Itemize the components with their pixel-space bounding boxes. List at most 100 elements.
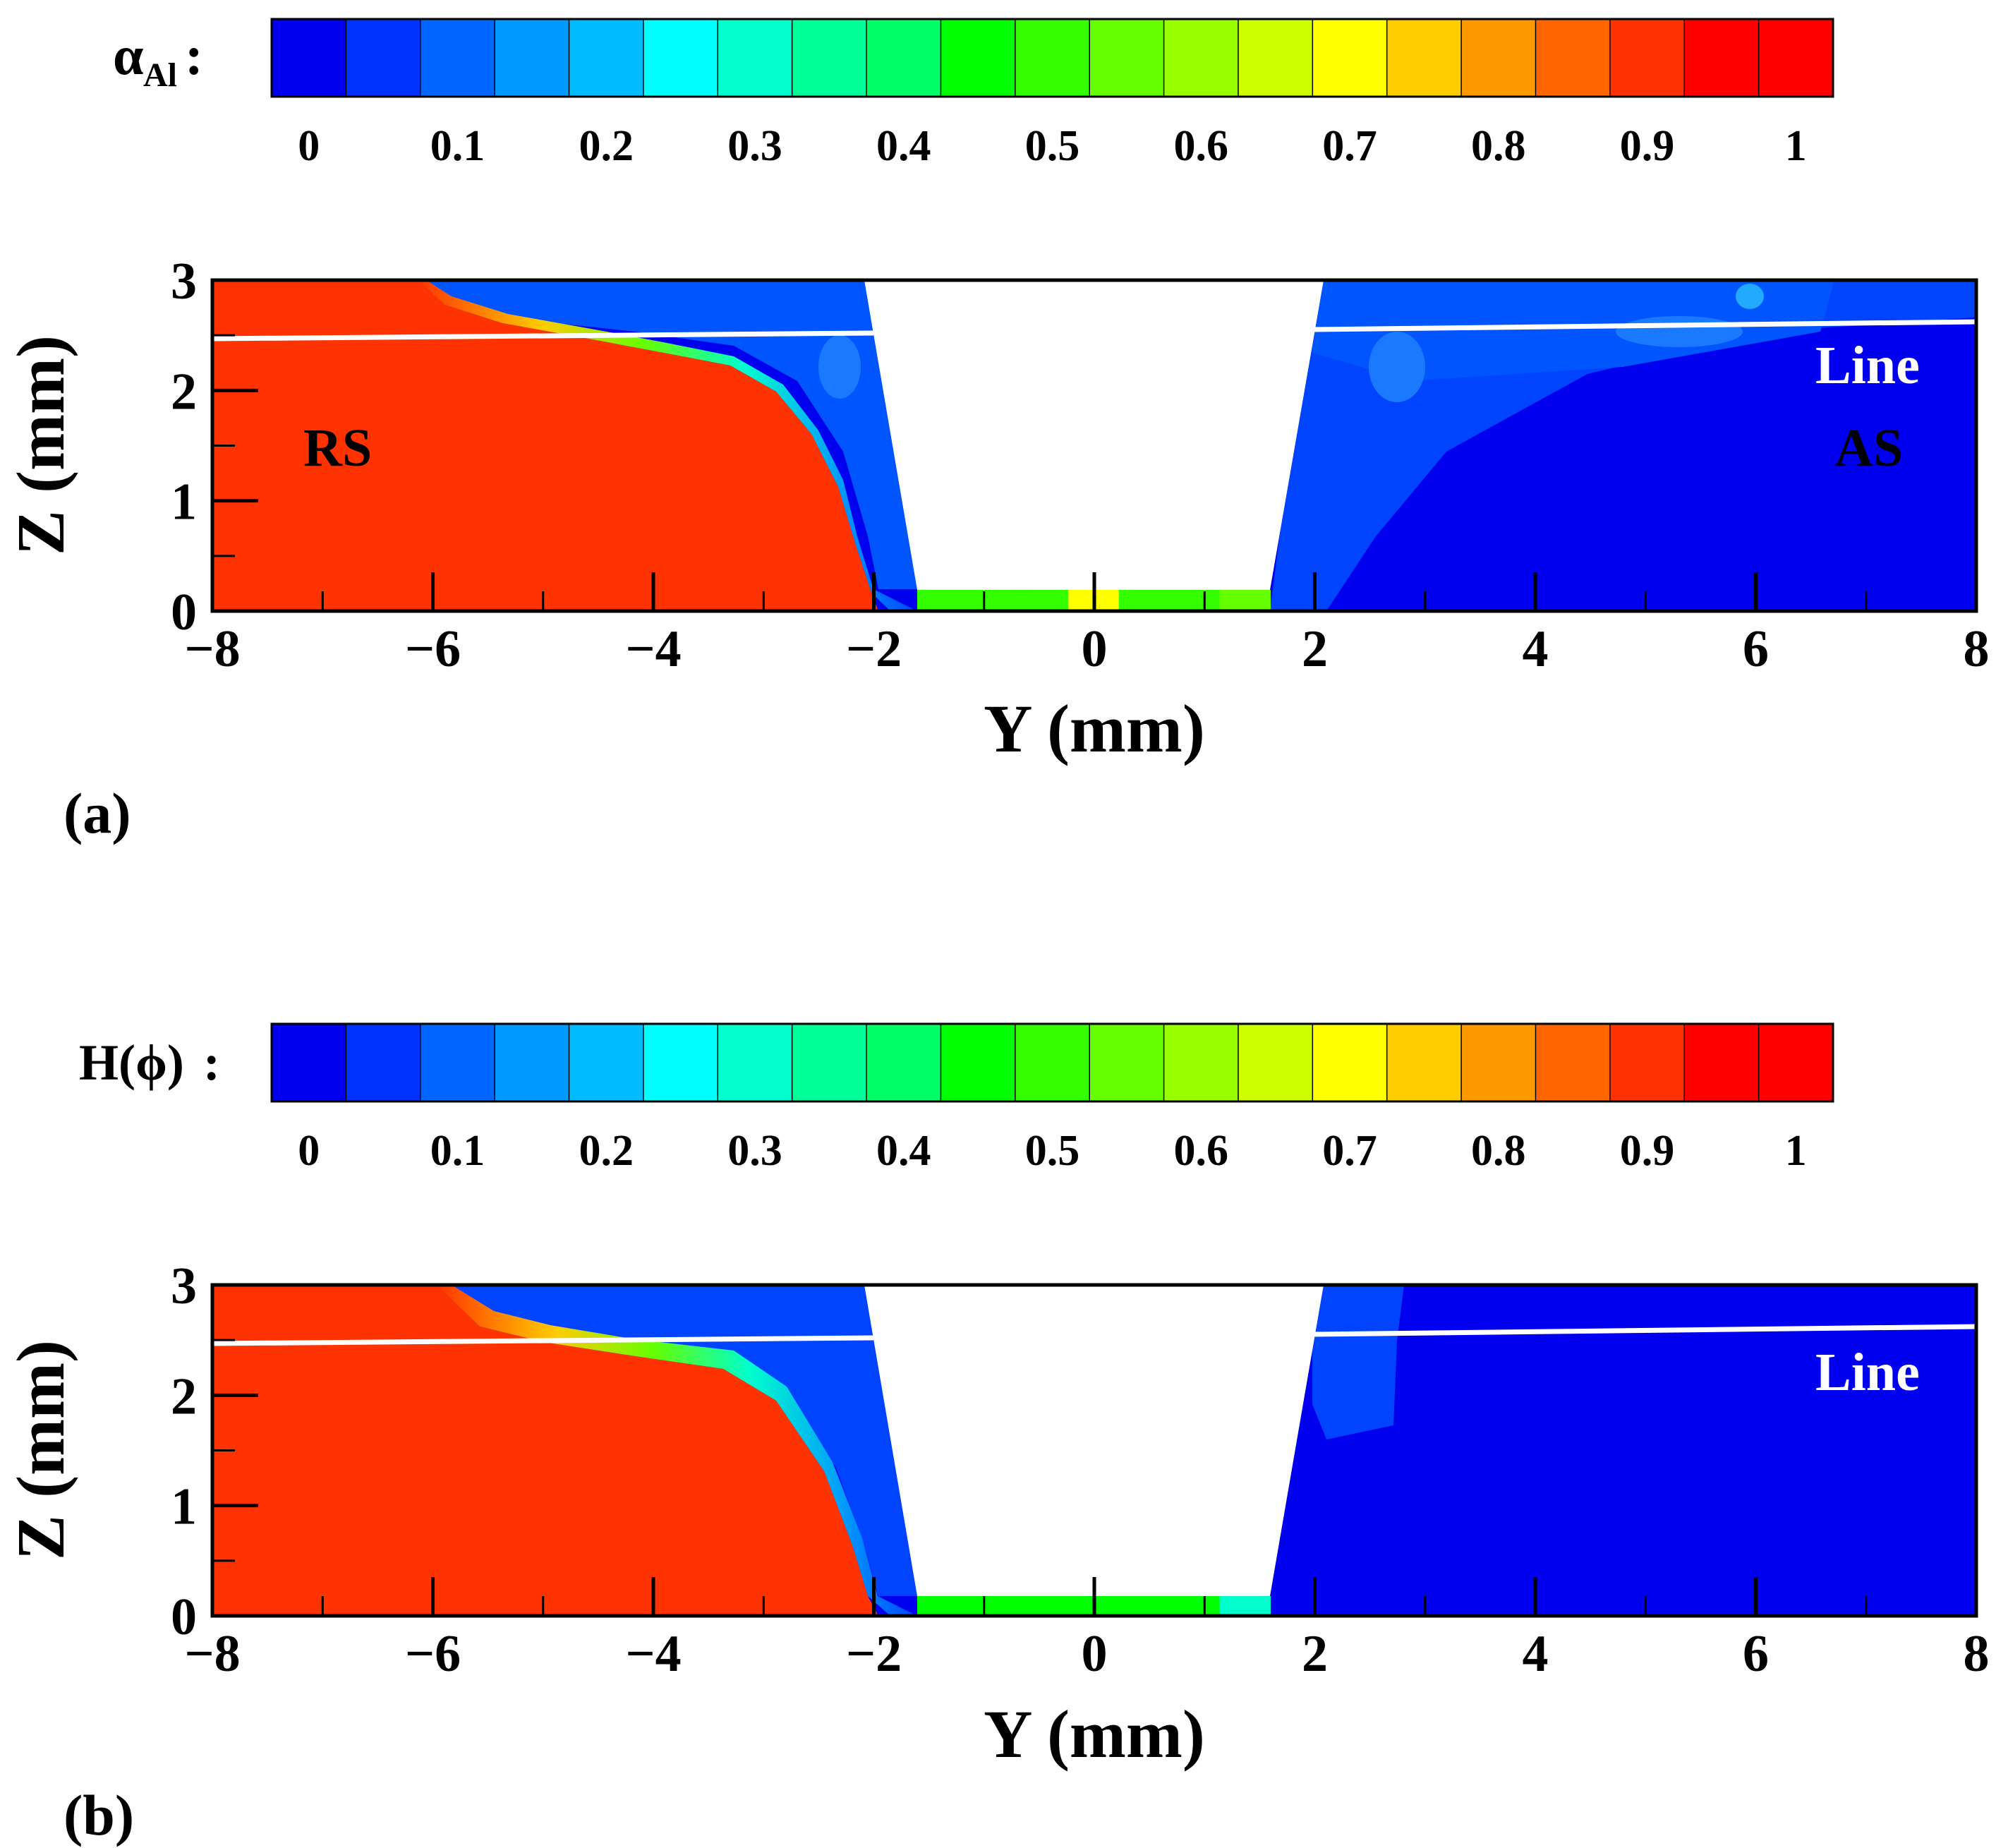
colorbar-swatch <box>1758 1023 1834 1102</box>
bottom-layer-cell <box>1169 590 1221 611</box>
y-tick-label: 1 <box>171 1478 197 1536</box>
light-blue-patch <box>1369 332 1425 402</box>
x-tick-label: 2 <box>1302 620 1328 678</box>
colorbar-frame <box>270 18 1834 98</box>
colorbar-b-ticks: 0 0.1 0.2 0.3 0.4 0.5 0.6 0.7 0.8 0.9 1 <box>298 1127 1807 1175</box>
x-tick-label: −6 <box>405 1625 461 1683</box>
annotation-rs: RS <box>303 418 372 478</box>
colorbar-swatch <box>1238 18 1314 97</box>
bottom-layer-cell <box>1169 1596 1221 1617</box>
colorbar-swatch <box>1163 1023 1240 1102</box>
x-tick-label: −2 <box>846 1625 902 1683</box>
annotation-line-b: Line <box>1815 1343 1920 1402</box>
bottom-layer-a <box>917 590 1271 611</box>
colorbar-a-subscript: Al <box>143 56 177 94</box>
colorbar-swatch <box>568 18 645 97</box>
colorbar-swatch <box>791 18 868 97</box>
colorbar-swatch <box>1609 18 1686 97</box>
colorbar-tick-label: 0.9 <box>1620 1127 1675 1175</box>
y-tick-label: 3 <box>171 1257 197 1315</box>
panel-label-b: (b) <box>63 1783 134 1847</box>
colorbar-swatch <box>420 18 496 97</box>
axes-a: −8 −6 −4 −2 0 2 4 6 8 0 1 2 3 <box>171 253 1990 678</box>
x-tick-label: 6 <box>1743 620 1769 678</box>
panel-b: H(ϕ) : 0 0.1 0.2 0.3 0.4 0.5 0.6 0.7 0.8 0.9 1 Lin… <box>3 1022 1990 1847</box>
x-tick-label: −2 <box>846 620 902 678</box>
xlabel-a: Y (mm) <box>984 691 1205 766</box>
rs-red-region <box>212 280 878 611</box>
colorbar-swatch <box>1535 1023 1611 1102</box>
annotation-as: AS <box>1834 418 1903 478</box>
ylabel-b: Z (mm) <box>3 1340 78 1560</box>
tool-profile <box>864 280 1324 590</box>
as-patch-b <box>1326 1362 1393 1432</box>
colorbar-swatch <box>1386 1023 1463 1102</box>
bottom-layer-cell <box>917 1596 969 1617</box>
colorbar-tick-label: 1 <box>1785 1127 1807 1175</box>
y-tick-label: 3 <box>171 253 197 310</box>
colorbar-swatch <box>271 1023 347 1102</box>
bottom-layer-cell <box>967 590 1019 611</box>
colorbar-tick-label: 0.4 <box>876 1127 931 1175</box>
colorbar-b-suffix: : <box>203 1034 220 1091</box>
colorbar-a-suffix: : <box>185 25 203 86</box>
rs-red-region-b <box>212 1285 878 1616</box>
colorbar-swatch <box>643 1023 719 1102</box>
x-tick-label: 2 <box>1302 1625 1328 1683</box>
line-marker-left-b <box>212 1335 874 1346</box>
x-tick-label: 4 <box>1523 1625 1549 1683</box>
bottom-layer-cell <box>1118 1596 1171 1617</box>
colorbar-swatch <box>568 1023 645 1102</box>
x-tick-label: 0 <box>1082 1625 1108 1683</box>
colorbar-swatch <box>1535 18 1611 97</box>
colorbar-swatch <box>1312 18 1388 97</box>
colorbar-swatch <box>420 1023 496 1102</box>
y-tick-label: 0 <box>171 584 197 641</box>
x-tick-label: 0 <box>1082 620 1108 678</box>
colorbar-swatch <box>940 18 1017 97</box>
colorbar-swatch <box>1386 18 1463 97</box>
light-blue-patch-2 <box>1616 316 1743 347</box>
colorbar-swatch <box>1089 18 1165 97</box>
annotation-line: Line <box>1815 336 1920 395</box>
colorbar-tick-label: 0.1 <box>430 1127 485 1175</box>
x-tick-label: −4 <box>625 620 681 678</box>
x-tick-label: −8 <box>184 620 240 678</box>
interface-band-b <box>436 1285 917 1616</box>
colorbar-swatch <box>1460 1023 1537 1102</box>
colorbar-swatch <box>1460 18 1537 97</box>
colorbar-swatch <box>1089 1023 1165 1102</box>
x-tick-label: 8 <box>1964 620 1990 678</box>
colorbar-swatch <box>866 18 942 97</box>
colorbar-tick-label: 0.2 <box>579 122 634 170</box>
colorbar-tick-label: 0.5 <box>1025 1127 1080 1175</box>
line-marker-right-b <box>1313 1324 1977 1337</box>
colorbar-b-symbol: H(ϕ) <box>79 1034 184 1091</box>
bottom-layer-cell <box>1017 1596 1070 1617</box>
colorbar-tick-label: 0.9 <box>1620 122 1675 170</box>
colorbar-tick-label: 0.8 <box>1471 1127 1526 1175</box>
colorbar-swatch <box>1683 18 1760 97</box>
colorbar-swatch <box>717 1023 793 1102</box>
x-tick-label: −4 <box>625 1625 681 1683</box>
y-tick-label: 2 <box>171 1367 197 1425</box>
colorbar-swatch <box>940 1023 1017 1102</box>
colorbar-a-symbol: α <box>113 25 144 86</box>
x-tick-label: 8 <box>1964 1625 1990 1683</box>
colorbar-tick-label: 0.3 <box>727 1127 782 1175</box>
contour-plot-b: Line <box>210 1283 1978 1618</box>
colorbar-swatch <box>1015 1023 1091 1102</box>
panel-label-a: (a) <box>63 781 131 845</box>
colorbar-swatch <box>643 18 719 97</box>
colorbar-tick-label: 0.3 <box>727 122 782 170</box>
colorbar-swatch <box>271 18 347 97</box>
y-tick-label: 2 <box>171 363 197 421</box>
colorbar-swatch <box>717 18 793 97</box>
x-tick-label: −6 <box>405 620 461 678</box>
colorbar-swatch <box>1758 18 1834 97</box>
xlabel-b: Y (mm) <box>984 1696 1205 1772</box>
colorbar-swatch <box>1238 1023 1314 1102</box>
colorbar-swatch <box>866 1023 942 1102</box>
rs-blue-region-b <box>437 1285 917 1596</box>
